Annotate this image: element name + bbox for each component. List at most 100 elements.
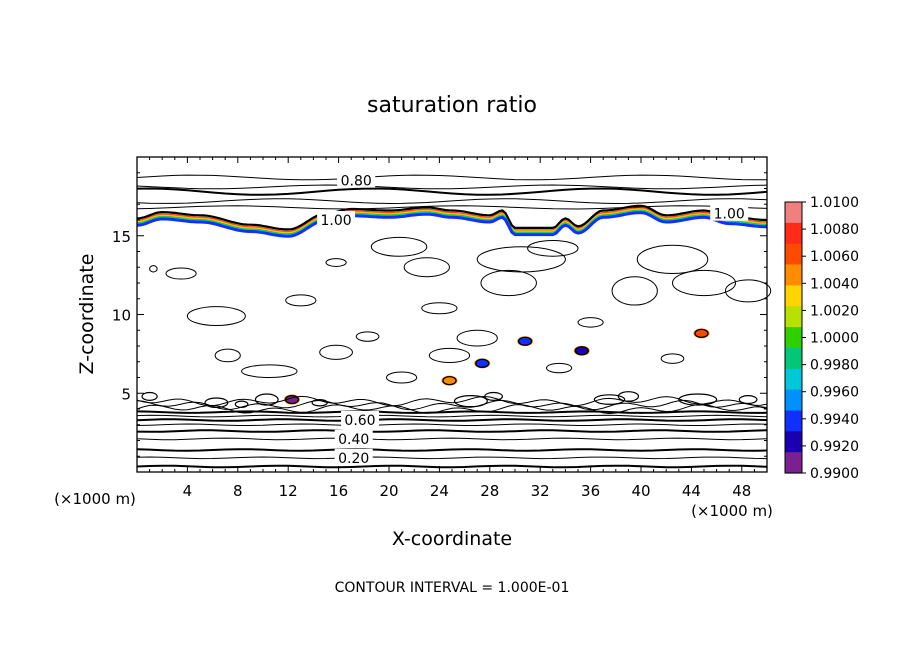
colorbar-tick-label: 1.0080 — [810, 222, 859, 238]
colorbar-swatch — [785, 452, 802, 474]
saturation-cell — [694, 329, 708, 338]
contour-loop — [241, 364, 298, 379]
contour-loop — [325, 258, 347, 267]
contour-loop — [617, 391, 640, 402]
contour-label-bg — [341, 411, 380, 428]
contour-line — [136, 437, 768, 441]
contour-line — [136, 205, 768, 210]
contour-label: 0.40 — [338, 432, 369, 448]
colorbar-swatch — [785, 347, 802, 370]
x-tick-label: 40 — [631, 482, 650, 500]
colorbar-swatch — [785, 431, 802, 453]
contour-loop — [593, 394, 626, 405]
colorbar-swatch — [785, 389, 802, 411]
x-tick-label: 20 — [379, 482, 398, 500]
contour-loop — [672, 269, 736, 297]
contour-loop — [403, 257, 450, 278]
x-tick-label: 24 — [430, 482, 449, 500]
contour-loop — [186, 306, 246, 327]
contour-loop — [611, 276, 658, 306]
contour-label-bg — [334, 448, 373, 465]
y-axis-label: Z-coordinate — [76, 254, 98, 375]
contour-line — [136, 429, 768, 433]
contour-line — [136, 423, 768, 426]
saturation-cell — [518, 337, 532, 346]
x-axis-unit: (×1000 m) — [691, 502, 773, 520]
contour-label-bg — [337, 171, 376, 188]
colorbar-tick-label: 0.9920 — [810, 439, 859, 455]
contour-line — [136, 174, 767, 181]
y-ticks: 5 10 15 — [112, 172, 767, 457]
contour-label-bg — [710, 204, 749, 221]
x-tick-label: 36 — [581, 482, 600, 500]
chart-title: saturation ratio — [367, 93, 537, 118]
x-ticks: 4 8 12 16 20 24 28 32 36 40 44 48 — [149, 157, 755, 500]
contour-label-bg — [317, 211, 356, 227]
colorbar-swatch — [785, 410, 802, 432]
contour-loop — [527, 239, 579, 257]
contour-line — [136, 187, 768, 196]
supersaturation-band — [136, 211, 768, 238]
contour-line — [136, 198, 768, 205]
contour-loop — [234, 400, 249, 409]
contour-line-1-00 — [136, 204, 768, 231]
contour-line — [136, 184, 768, 190]
y-tick-label: 15 — [112, 228, 131, 246]
contour-loop — [428, 347, 471, 364]
contour-loop — [453, 395, 488, 408]
contour-label: 0.20 — [338, 451, 369, 467]
contour-loop — [484, 391, 503, 401]
colorbar-swatch — [785, 285, 802, 307]
contour-loop — [285, 294, 317, 307]
contour-loop — [141, 391, 158, 401]
x-tick-label: 12 — [279, 482, 298, 500]
saturation-cell — [442, 376, 456, 385]
x-tick-label: 8 — [233, 482, 243, 500]
colorbar-tick-label: 1.0040 — [810, 276, 859, 292]
contour-line — [136, 464, 768, 469]
contour-loop — [660, 353, 685, 364]
contour-label: 0.80 — [341, 174, 372, 190]
colorbar-swatch — [785, 264, 802, 286]
y-tick-label: 10 — [112, 307, 131, 325]
contour-loop — [421, 302, 458, 315]
saturation-cell — [575, 346, 589, 355]
x-tick-label: 28 — [480, 482, 499, 500]
cell-contour — [442, 375, 457, 386]
contour-label: 1.00 — [320, 213, 351, 229]
contour-loop — [165, 267, 197, 280]
colorbar-swatch — [785, 202, 802, 224]
x-tick-label: 44 — [682, 482, 701, 500]
cell-contour — [694, 328, 709, 339]
contour-loop — [577, 317, 604, 328]
colorbar-tick-label: 1.0060 — [810, 249, 859, 265]
colorbar-tick-label: 0.9940 — [810, 412, 859, 428]
contour-label: 1.00 — [714, 207, 745, 223]
colorbar-swatch — [785, 243, 802, 266]
contour-line — [136, 410, 768, 414]
contour-lines — [136, 174, 772, 469]
contour-loop — [546, 362, 573, 374]
contour-loop — [204, 397, 229, 409]
x-tick-label: 32 — [531, 482, 550, 500]
colorbar-swatch — [785, 222, 802, 245]
y-tick-label: 5 — [121, 385, 131, 403]
cell-contour — [284, 394, 300, 405]
cell-contour — [574, 346, 589, 356]
contour-loop — [370, 236, 428, 257]
colorbar: 1.0100 1.0080 1.0060 1.0040 1.0020 1.0000 0.99… — [784, 195, 859, 482]
contour-loop — [385, 371, 418, 384]
contour-loop — [738, 395, 758, 405]
contour-label: 0.60 — [344, 413, 375, 429]
colorbar-tick-label: 0.9960 — [810, 385, 859, 401]
contour-line — [136, 395, 768, 407]
saturation-cell — [475, 359, 489, 368]
contour-loop — [149, 265, 158, 273]
colorbar-tick-label: 1.0100 — [810, 195, 859, 211]
cell-contour — [475, 358, 490, 368]
contour-loop — [311, 398, 328, 407]
x-tick-label: 4 — [183, 482, 193, 500]
colorbar-tick-label: 1.0020 — [810, 303, 859, 319]
contour-labels: 0.20 0.40 0.60 0.80 1.00 1.00 — [317, 171, 749, 467]
